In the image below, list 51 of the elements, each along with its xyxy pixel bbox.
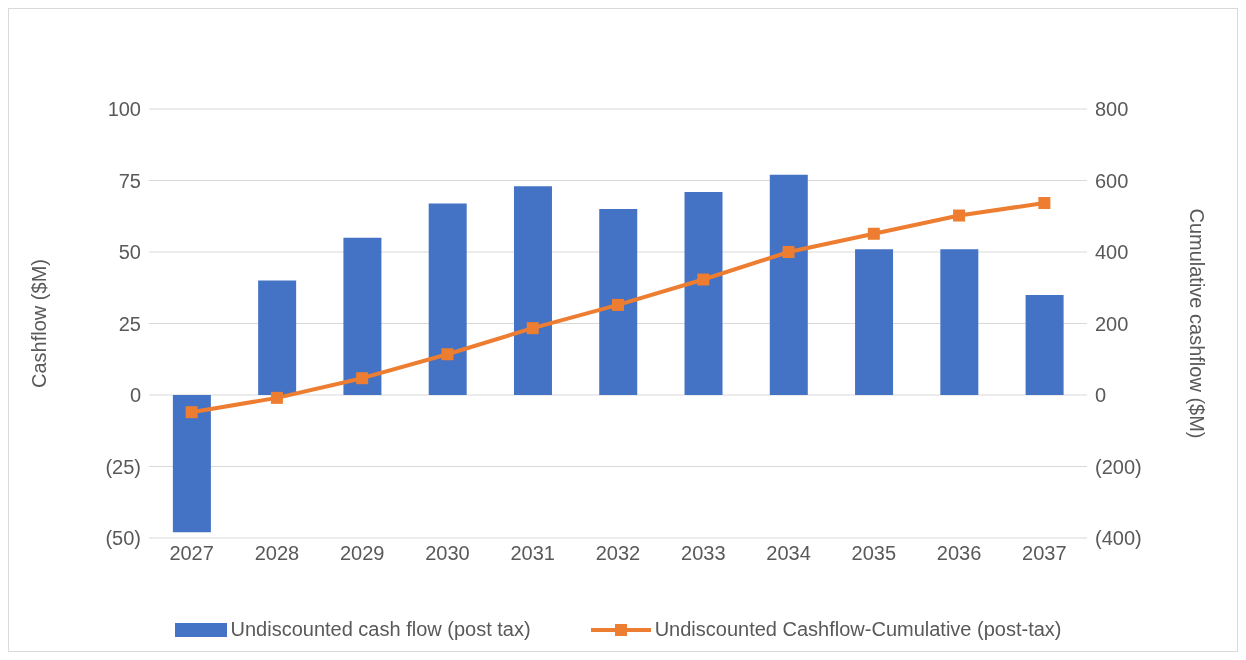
bar bbox=[684, 191, 723, 395]
x-tick-label: 2037 bbox=[1022, 542, 1067, 565]
y-tick-label: (50) bbox=[105, 527, 141, 550]
x-tick-label: 2030 bbox=[425, 542, 470, 565]
bar bbox=[599, 209, 638, 395]
point bbox=[356, 372, 369, 385]
bar bbox=[940, 249, 979, 395]
bar bbox=[258, 280, 297, 395]
x-tick-label: 2027 bbox=[169, 542, 214, 565]
y2-tick-label: 200 bbox=[1095, 312, 1129, 335]
y-tick-label: 75 bbox=[118, 169, 141, 192]
y-tick-label: (25) bbox=[105, 455, 141, 478]
bar bbox=[769, 174, 808, 395]
point bbox=[867, 227, 880, 240]
point bbox=[270, 391, 283, 404]
y2-tick-label: 800 bbox=[1095, 98, 1129, 121]
x-tick-label: 2036 bbox=[936, 542, 982, 565]
y2-axis-title: Cumulative cashflow ($M) bbox=[1185, 208, 1208, 439]
bar bbox=[513, 186, 552, 395]
bar bbox=[1025, 294, 1064, 395]
point bbox=[185, 406, 198, 419]
point bbox=[953, 209, 966, 222]
point bbox=[526, 322, 539, 335]
legend-label: Undiscounted cash flow (post tax) bbox=[230, 618, 531, 641]
y-tick-label: 100 bbox=[107, 98, 141, 121]
y2-tick-label: 600 bbox=[1095, 169, 1129, 192]
y-tick-label: 0 bbox=[129, 384, 141, 407]
legend-label: Undiscounted Cashflow-Cumulative (post-tax) bbox=[654, 618, 1062, 641]
y2-tick-label: (400) bbox=[1095, 527, 1142, 550]
bar bbox=[172, 395, 211, 533]
y-tick-label: 25 bbox=[118, 312, 141, 335]
y2-tick-label: 0 bbox=[1095, 384, 1107, 407]
x-tick-label: 2032 bbox=[595, 542, 641, 565]
x-tick-label: 2031 bbox=[510, 542, 555, 565]
bar bbox=[428, 203, 467, 395]
y2-tick-label: 400 bbox=[1095, 241, 1129, 264]
point bbox=[441, 348, 454, 361]
x-tick-label: 2033 bbox=[681, 542, 726, 565]
x-tick-label: 2028 bbox=[254, 542, 300, 565]
y-axis-title: Cashflow ($M) bbox=[28, 259, 51, 388]
x-tick-label: 2029 bbox=[339, 542, 385, 565]
bar bbox=[855, 249, 894, 395]
point bbox=[612, 298, 624, 311]
y2-tick-label: (200) bbox=[1095, 455, 1142, 478]
point bbox=[1038, 197, 1051, 210]
y-tick-label: 50 bbox=[118, 241, 141, 264]
point bbox=[782, 246, 795, 258]
x-tick-label: 2034 bbox=[766, 542, 811, 565]
bar bbox=[343, 237, 382, 395]
x-tick-label: 2035 bbox=[851, 542, 897, 565]
point bbox=[697, 273, 710, 286]
